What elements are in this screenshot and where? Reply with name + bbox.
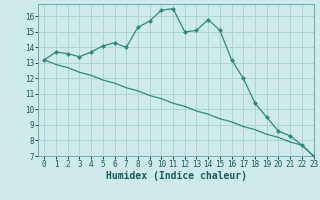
X-axis label: Humidex (Indice chaleur): Humidex (Indice chaleur) (106, 171, 246, 181)
